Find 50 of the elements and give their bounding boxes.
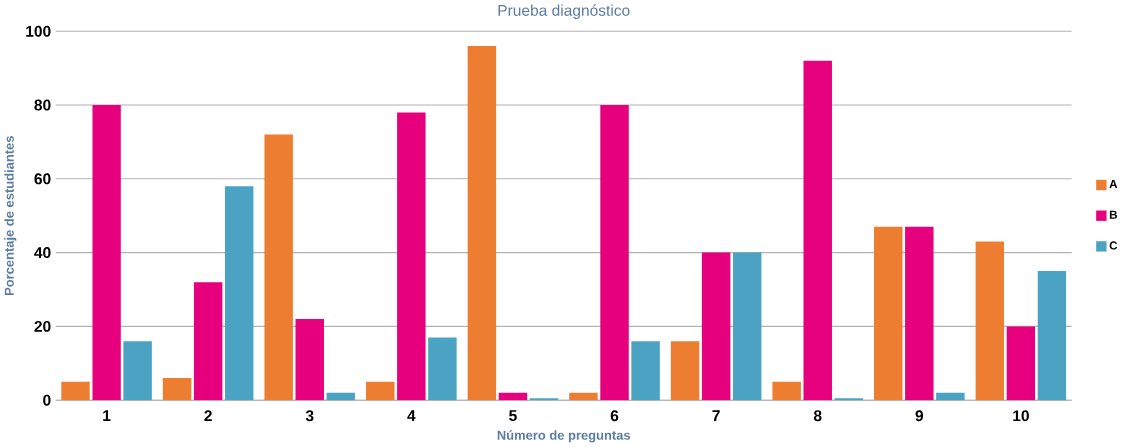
y-axis-title: Porcentaje de estudiantes (4, 136, 17, 296)
legend-label: B (1109, 210, 1117, 219)
bar (631, 341, 660, 401)
y-tick-label: 80 (34, 99, 51, 111)
bar (162, 378, 192, 401)
x-axis-title: Número de preguntas (497, 430, 631, 443)
bar (264, 134, 293, 401)
x-tick-label: 6 (610, 410, 619, 422)
bar (874, 226, 903, 401)
legend-label: C (1109, 241, 1118, 250)
y-tick-label: 40 (34, 247, 51, 259)
x-tick-label: 4 (407, 410, 416, 422)
bar (670, 341, 700, 401)
bar (600, 105, 629, 401)
bar (772, 381, 801, 401)
bar (428, 337, 457, 401)
bar (224, 186, 254, 401)
bar (92, 105, 121, 401)
x-tick-label: 10 (1013, 410, 1029, 422)
bar (803, 60, 832, 401)
bar (295, 319, 324, 401)
bar (936, 392, 965, 401)
x-tick-label: 2 (204, 410, 212, 422)
y-tick-label: 60 (34, 173, 51, 185)
y-tick-label: 100 (26, 25, 51, 37)
bar (467, 46, 497, 401)
bar (732, 252, 762, 401)
bar (569, 392, 598, 401)
bar (397, 112, 426, 401)
bar (366, 381, 395, 401)
x-tick-label: 8 (813, 410, 822, 422)
x-tick-label: 9 (915, 410, 924, 422)
bar (975, 241, 1005, 401)
x-tick-label: 5 (509, 410, 517, 422)
bar (61, 381, 90, 401)
bar (123, 341, 152, 401)
bar (193, 282, 223, 401)
bar (701, 252, 731, 401)
bar (1037, 271, 1067, 401)
x-tick-label: 1 (103, 410, 111, 422)
bar (498, 392, 528, 401)
chart-title: Prueba diagnóstico (498, 4, 630, 20)
x-tick-label: 7 (712, 410, 720, 422)
bar (905, 226, 934, 401)
bar (1006, 326, 1036, 401)
y-tick-label: 20 (34, 321, 51, 333)
bar (326, 392, 356, 401)
x-tick-label: 3 (305, 410, 314, 422)
y-tick-label: 0 (43, 394, 51, 406)
legend-label: A (1109, 180, 1118, 189)
